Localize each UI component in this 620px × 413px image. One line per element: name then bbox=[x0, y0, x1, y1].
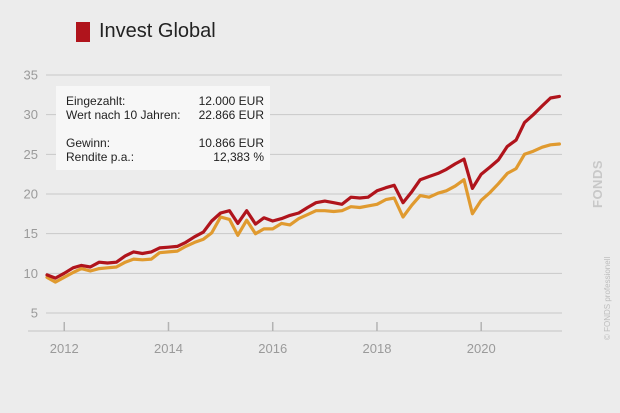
x-tick-label: 2012 bbox=[50, 341, 79, 356]
info-row-gain: Gewinn: 10.866 EUR bbox=[66, 136, 264, 150]
y-tick-label: 35 bbox=[24, 68, 38, 83]
series-line-benchmark bbox=[45, 142, 562, 284]
x-tick-label: 2020 bbox=[467, 341, 496, 356]
info-label: Rendite p.a.: bbox=[66, 150, 135, 164]
chart-series bbox=[45, 94, 562, 284]
info-value: 22.866 EUR bbox=[198, 108, 264, 122]
y-tick-label: 25 bbox=[24, 147, 38, 162]
x-tick-label: 2016 bbox=[258, 341, 287, 356]
info-value: 12,383 % bbox=[213, 150, 264, 164]
info-value: 10.866 EUR bbox=[198, 136, 264, 150]
legend-label: Invest Global bbox=[99, 20, 216, 42]
brand-watermark: FONDS bbox=[590, 160, 605, 208]
y-tick-label: 20 bbox=[24, 187, 38, 202]
y-tick-label: 30 bbox=[24, 107, 38, 122]
chart-legend: Invest Global bbox=[76, 20, 216, 43]
y-tick-label: 10 bbox=[24, 266, 38, 281]
x-tick-label: 2014 bbox=[154, 341, 183, 356]
y-tick-label: 15 bbox=[24, 226, 38, 241]
copyright-watermark: © FONDS professionell bbox=[603, 256, 612, 340]
info-row-annual-return: Rendite p.a.: 12,383 % bbox=[66, 150, 264, 164]
info-label: Eingezahlt: bbox=[66, 94, 126, 108]
summary-info-box: Eingezahlt: 12.000 EUR Wert nach 10 Jahr… bbox=[56, 86, 270, 170]
info-row-value-after-10-years: Wert nach 10 Jahren: 22.866 EUR bbox=[66, 108, 264, 122]
info-row-paid-in: Eingezahlt: 12.000 EUR bbox=[66, 94, 264, 108]
x-tick-label: 2018 bbox=[363, 341, 392, 356]
chart-axis: 5 10 15 20 25 30 35 2012 2014 2016 2018 2020 bbox=[24, 68, 562, 356]
series-line-invest-global bbox=[45, 94, 562, 280]
y-tick-label: 5 bbox=[31, 306, 38, 321]
info-value: 12.000 EUR bbox=[198, 94, 264, 108]
info-label: Gewinn: bbox=[66, 136, 111, 150]
info-label: Wert nach 10 Jahren: bbox=[66, 108, 181, 122]
legend-swatch bbox=[76, 21, 90, 42]
